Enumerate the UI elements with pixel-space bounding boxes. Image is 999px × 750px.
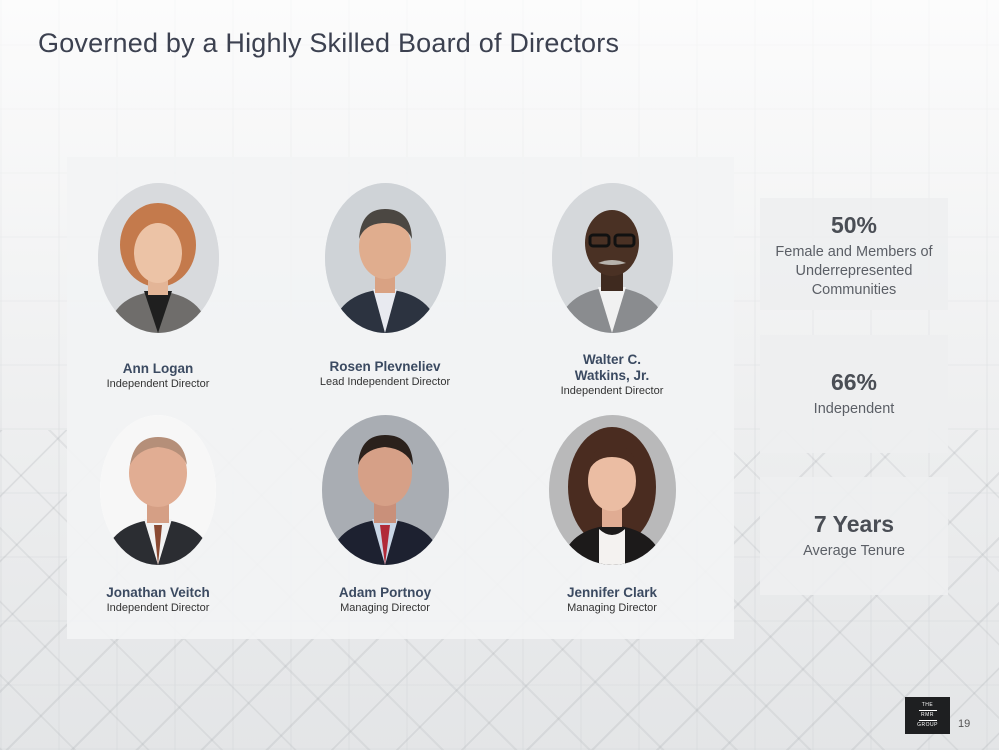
member-photo [324, 183, 446, 333]
stat-label: Average Tenure [803, 543, 905, 559]
member-role: Managing Director [340, 602, 430, 614]
logo-text: THE [921, 702, 934, 708]
member-photo [321, 415, 449, 565]
member-name: Ann Logan [122, 361, 194, 376]
member-role: Independent Director [106, 602, 210, 614]
member-card: Ann Logan Independent Director [68, 183, 248, 391]
stat-label: Independent [813, 401, 895, 417]
member-role: Lead Independent Director [319, 376, 451, 388]
member-role: Managing Director [567, 602, 657, 614]
board-panel: Ann Logan Independent Director Rosen Ple… [67, 157, 734, 639]
member-photo [97, 183, 219, 333]
member-card: Adam Portnoy Managing Director [295, 415, 475, 615]
member-photo [100, 415, 216, 565]
stat-independent: 66% Independent [760, 335, 948, 453]
member-card: Jonathan Veitch Independent Director [68, 415, 248, 615]
member-role: Independent Director [560, 385, 664, 397]
stat-tenure: 7 Years Average Tenure [760, 477, 948, 595]
slide-title: Governed by a Highly Skilled Board of Di… [38, 28, 620, 58]
member-photo [551, 183, 673, 333]
member-name: Walter C. Watkins, Jr. [574, 352, 650, 383]
member-name: Jennifer Clark [566, 585, 658, 600]
member-card: Jennifer Clark Managing Director [522, 415, 702, 615]
member-photo [548, 415, 676, 565]
logo-text: GROUP [917, 722, 938, 728]
member-name: Jonathan Veitch [106, 585, 210, 600]
page-number: 19 [958, 718, 971, 730]
rmr-group-logo: THE RMR GROUP [905, 697, 950, 734]
member-role: Independent Director [106, 378, 210, 390]
logo-text: RMR [921, 712, 934, 718]
member-card: Walter C. Watkins, Jr. Independent Direc… [522, 183, 702, 398]
stat-value: 66% [830, 369, 878, 395]
stat-label: Female and Members of Underrepresented C… [775, 244, 933, 298]
member-name: Adam Portnoy [338, 585, 432, 600]
stat-diversity: 50% Female and Members of Underrepresent… [760, 198, 948, 310]
stat-value: 7 Years [813, 511, 895, 537]
member-name: Rosen Plevneliev [329, 359, 441, 374]
member-card: Rosen Plevneliev Lead Independent Direct… [295, 183, 475, 389]
stat-value: 50% [830, 212, 878, 238]
